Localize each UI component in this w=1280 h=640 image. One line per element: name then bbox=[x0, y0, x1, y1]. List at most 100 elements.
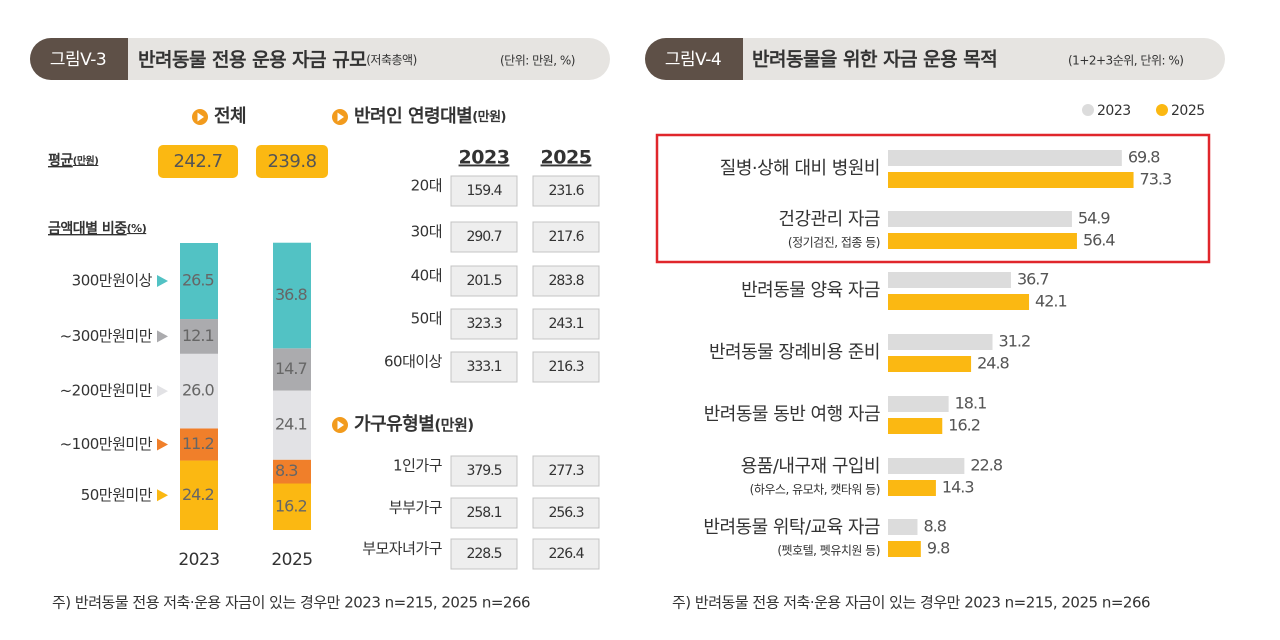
chart-title: 반려동물 전용 운용 자금 규모(저축총액) bbox=[138, 49, 417, 71]
row-label: 1인가구 bbox=[393, 457, 442, 475]
average-value: 242.7 bbox=[173, 151, 222, 172]
footnote: 주) 반려동물 전용 저축·운용 자금이 있는 경우만 2023 n=215, … bbox=[52, 594, 530, 612]
table-value: 333.1 bbox=[466, 359, 501, 375]
segment-value: 16.2 bbox=[275, 496, 307, 515]
segment-value: 14.7 bbox=[275, 359, 307, 378]
section-heading-part: (%) bbox=[127, 222, 147, 235]
row-label: 40대 bbox=[411, 267, 442, 285]
bar-value: 22.8 bbox=[970, 456, 1002, 475]
row-label: 30대 bbox=[411, 223, 442, 241]
average-value: 239.8 bbox=[267, 151, 316, 172]
section-heading-part: (만원) bbox=[434, 416, 473, 434]
stack-segment bbox=[180, 428, 218, 461]
stack-segment bbox=[273, 348, 311, 391]
average-label-part: 평균 bbox=[48, 152, 73, 169]
chart-title-part: 반려동물 전용 운용 자금 규모 bbox=[138, 49, 366, 71]
bar bbox=[888, 418, 943, 434]
bar bbox=[888, 541, 921, 557]
row-label: 부부가구 bbox=[389, 499, 442, 517]
table-cell bbox=[532, 497, 600, 529]
table-value: 159.4 bbox=[466, 183, 502, 199]
table-value: 226.4 bbox=[548, 546, 584, 562]
bar bbox=[888, 211, 1072, 227]
category-name: 건강관리 자금 bbox=[778, 209, 880, 230]
section-icon-arrow bbox=[337, 112, 344, 122]
bar-value: 31.2 bbox=[999, 332, 1031, 351]
segment-value: 8.3 bbox=[275, 461, 297, 480]
segment-value: 11.2 bbox=[182, 434, 214, 453]
section-heading: 가구유형별(만원) bbox=[354, 414, 474, 435]
stack-segment bbox=[273, 459, 311, 484]
table-value: 243.1 bbox=[548, 316, 583, 332]
section-heading: 전체 bbox=[214, 106, 246, 127]
table-value: 290.7 bbox=[466, 229, 501, 245]
row-label: 50대 bbox=[411, 310, 442, 328]
category-name: 질병·상해 대비 병원비 bbox=[720, 158, 880, 179]
table-value: 379.5 bbox=[466, 463, 501, 479]
legend-swatch bbox=[1156, 104, 1168, 116]
segment-name: 300만원이상 bbox=[72, 272, 153, 290]
category-name: 반려동물 양육 자금 bbox=[741, 280, 880, 301]
bar-value: 14.3 bbox=[942, 478, 974, 497]
bar-value: 16.2 bbox=[948, 416, 980, 435]
table-value: 201.5 bbox=[466, 273, 501, 289]
stack-segment bbox=[180, 353, 218, 429]
table-cell bbox=[532, 455, 600, 487]
table-value: 258.1 bbox=[466, 505, 501, 521]
segment-value: 26.5 bbox=[182, 271, 214, 290]
average-box bbox=[256, 145, 328, 178]
table-cell bbox=[532, 538, 600, 570]
section-heading-part: 반려인 연령대별 bbox=[354, 106, 472, 127]
legend-swatch bbox=[1082, 104, 1094, 116]
table-value: 216.3 bbox=[548, 359, 583, 375]
bar-value: 24.8 bbox=[977, 354, 1009, 373]
table-value: 277.3 bbox=[548, 463, 583, 479]
chart-title-part: (저축총액) bbox=[366, 53, 417, 67]
table-value: 283.8 bbox=[548, 273, 583, 289]
stack-segment bbox=[180, 460, 218, 530]
figure-label: 그림V-3 bbox=[50, 50, 106, 70]
figure-label: 그림V-4 bbox=[665, 50, 721, 70]
bar-value: 73.3 bbox=[1140, 170, 1172, 189]
bar bbox=[888, 334, 993, 350]
chart-title: 반려동물을 위한 자금 운용 목적 bbox=[752, 49, 997, 71]
unit-label: (단위: 만원, %) bbox=[500, 54, 575, 68]
header-label-box bbox=[100, 38, 128, 80]
year-label: 2025 bbox=[271, 550, 312, 570]
segment-value: 26.0 bbox=[182, 381, 214, 400]
category-sub: (하우스, 유모차, 캣타워 등) bbox=[750, 483, 880, 497]
stack-segment bbox=[273, 242, 311, 349]
stack-segment bbox=[180, 243, 218, 320]
segment-name: 50만원미만 bbox=[81, 486, 153, 504]
table-value: 323.3 bbox=[466, 316, 501, 332]
bar bbox=[888, 480, 936, 496]
table-value: 228.5 bbox=[466, 546, 501, 562]
bar-value: 18.1 bbox=[955, 394, 987, 413]
bar-value: 36.7 bbox=[1017, 270, 1049, 289]
bar bbox=[888, 519, 918, 535]
table-value: 231.6 bbox=[548, 183, 584, 199]
average-label-part: (만원) bbox=[73, 154, 99, 167]
bar-value: 69.8 bbox=[1128, 148, 1160, 167]
footnote: 주) 반려동물 전용 저축·운용 자금이 있는 경우만 2023 n=215, … bbox=[672, 594, 1150, 612]
bar bbox=[888, 396, 949, 412]
bar bbox=[888, 458, 965, 474]
header-bar bbox=[30, 38, 610, 80]
segment-name: ~100만원미만 bbox=[60, 435, 153, 453]
table-cell bbox=[450, 221, 518, 253]
table-cell bbox=[532, 175, 600, 207]
row-label: 60대이상 bbox=[384, 353, 443, 371]
bar-value: 56.4 bbox=[1083, 231, 1115, 250]
segment-arrow bbox=[157, 330, 168, 343]
section-icon-arrow bbox=[197, 112, 204, 122]
segment-value: 24.1 bbox=[275, 415, 307, 434]
table-year: 2025 bbox=[541, 147, 592, 169]
legend-label: 2025 bbox=[1171, 103, 1205, 119]
segment-name: ~200만원미만 bbox=[60, 382, 153, 400]
unit-label: (1+2+3순위, 단위: %) bbox=[1068, 54, 1183, 68]
table-cell bbox=[532, 265, 600, 297]
category-name: 용품/내구재 구입비 bbox=[741, 456, 880, 477]
bar-value: 54.9 bbox=[1078, 209, 1110, 228]
bar bbox=[888, 150, 1122, 166]
